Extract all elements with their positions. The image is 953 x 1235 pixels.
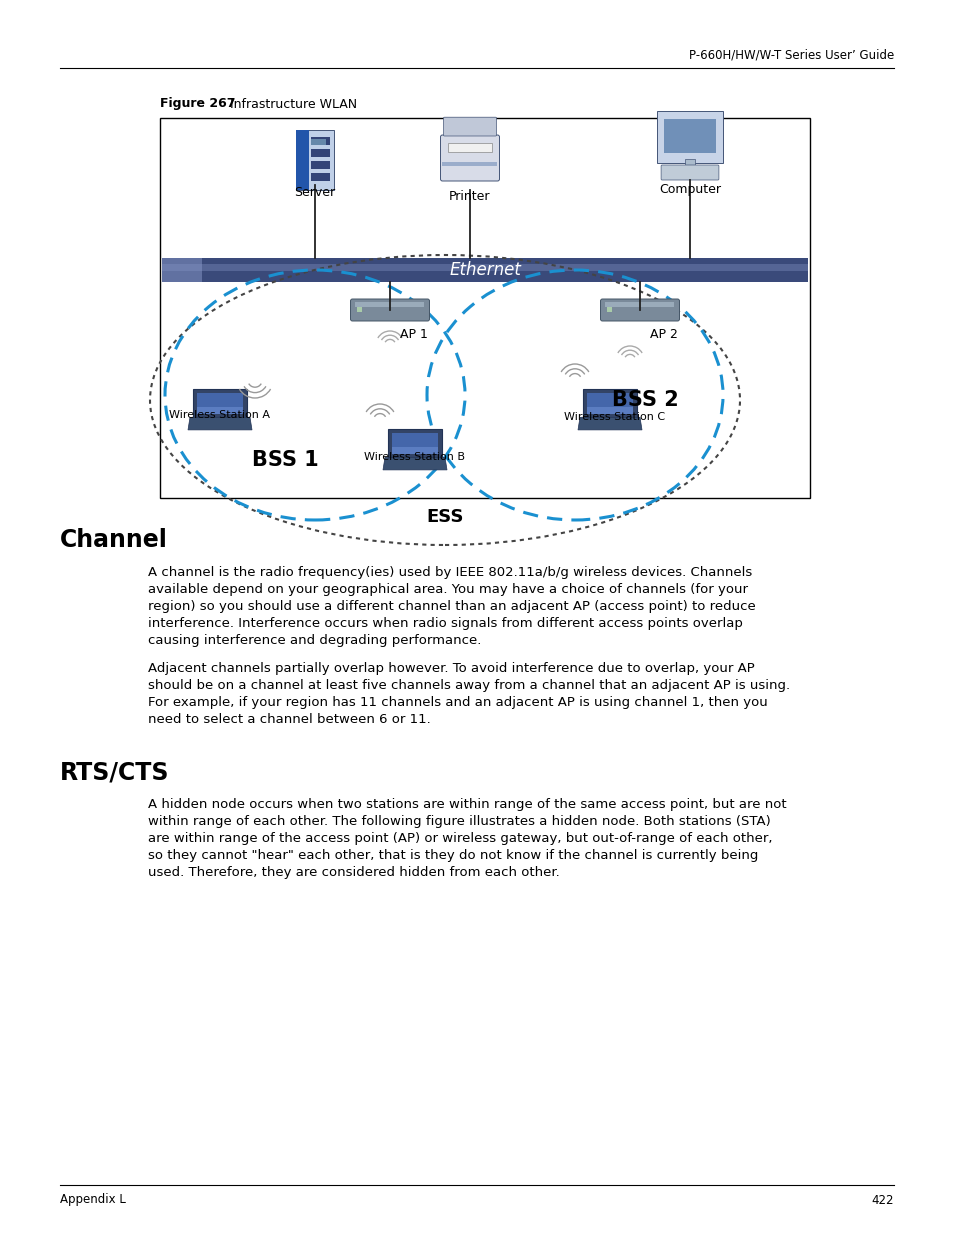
Text: Wireless Station B: Wireless Station B <box>364 452 465 462</box>
FancyBboxPatch shape <box>440 135 499 182</box>
FancyBboxPatch shape <box>311 149 330 157</box>
FancyBboxPatch shape <box>605 303 674 308</box>
Text: A channel is the radio frequency(ies) used by IEEE 802.11a/b/g wireless devices.: A channel is the radio frequency(ies) us… <box>148 566 752 579</box>
FancyBboxPatch shape <box>160 119 809 498</box>
Text: ESS: ESS <box>426 508 463 526</box>
FancyBboxPatch shape <box>657 111 722 163</box>
FancyBboxPatch shape <box>311 137 330 144</box>
Text: available depend on your geographical area. You may have a choice of channels (f: available depend on your geographical ar… <box>148 583 747 597</box>
FancyBboxPatch shape <box>607 308 612 312</box>
Text: are within range of the access point (AP) or wireless gateway, but out-of-range : are within range of the access point (AP… <box>148 832 772 845</box>
Text: should be on a channel at least five channels away from a channel that an adjace: should be on a channel at least five cha… <box>148 679 789 692</box>
Text: A hidden node occurs when two stations are within range of the same access point: A hidden node occurs when two stations a… <box>148 798 786 811</box>
FancyBboxPatch shape <box>311 140 326 144</box>
Text: Appendix L: Appendix L <box>60 1193 126 1207</box>
FancyBboxPatch shape <box>660 165 719 180</box>
FancyBboxPatch shape <box>443 117 496 136</box>
FancyBboxPatch shape <box>684 159 695 167</box>
Text: P-660H/HW/W-T Series User’ Guide: P-660H/HW/W-T Series User’ Guide <box>688 48 893 62</box>
FancyBboxPatch shape <box>392 433 437 454</box>
Text: Channel: Channel <box>60 529 168 552</box>
FancyBboxPatch shape <box>193 389 247 419</box>
Text: need to select a channel between 6 or 11.: need to select a channel between 6 or 11… <box>148 713 431 726</box>
Text: Infrastructure WLAN: Infrastructure WLAN <box>230 98 356 110</box>
Text: 422: 422 <box>871 1193 893 1207</box>
Text: Printer: Printer <box>449 190 490 203</box>
FancyBboxPatch shape <box>350 299 429 321</box>
FancyBboxPatch shape <box>295 130 334 190</box>
Text: RTS/CTS: RTS/CTS <box>60 760 170 784</box>
FancyBboxPatch shape <box>586 393 633 414</box>
FancyBboxPatch shape <box>196 408 243 414</box>
FancyBboxPatch shape <box>162 258 807 282</box>
FancyBboxPatch shape <box>442 162 497 167</box>
Polygon shape <box>188 417 252 430</box>
FancyBboxPatch shape <box>663 119 716 153</box>
Text: so they cannot "hear" each other, that is they do not know if the channel is cur: so they cannot "hear" each other, that i… <box>148 848 758 862</box>
Text: For example, if your region has 11 channels and an adjacent AP is using channel : For example, if your region has 11 chann… <box>148 697 767 709</box>
Text: AP 2: AP 2 <box>649 329 678 341</box>
Text: region) so you should use a different channel than an adjacent AP (access point): region) so you should use a different ch… <box>148 600 755 613</box>
FancyBboxPatch shape <box>448 143 492 152</box>
Text: Computer: Computer <box>659 183 720 196</box>
Text: AP 1: AP 1 <box>399 329 428 341</box>
FancyBboxPatch shape <box>162 264 807 272</box>
Text: Wireless Station A: Wireless Station A <box>170 410 271 420</box>
FancyBboxPatch shape <box>582 389 637 419</box>
FancyBboxPatch shape <box>586 408 633 414</box>
FancyBboxPatch shape <box>295 130 309 190</box>
FancyBboxPatch shape <box>355 303 424 308</box>
Text: Server: Server <box>294 186 335 199</box>
Text: Adjacent channels partially overlap however. To avoid interference due to overla: Adjacent channels partially overlap howe… <box>148 662 754 676</box>
Polygon shape <box>578 417 641 430</box>
Text: BSS 2: BSS 2 <box>611 390 678 410</box>
FancyBboxPatch shape <box>388 429 441 458</box>
FancyBboxPatch shape <box>311 173 330 182</box>
Text: used. Therefore, they are considered hidden from each other.: used. Therefore, they are considered hid… <box>148 866 559 879</box>
Text: Wireless Station C: Wireless Station C <box>564 412 665 422</box>
FancyBboxPatch shape <box>599 299 679 321</box>
FancyBboxPatch shape <box>357 308 362 312</box>
Text: causing interference and degrading performance.: causing interference and degrading perfo… <box>148 634 481 647</box>
FancyBboxPatch shape <box>311 161 330 169</box>
Text: Figure 267: Figure 267 <box>160 98 235 110</box>
Polygon shape <box>382 457 447 469</box>
Text: Ethernet: Ethernet <box>449 261 520 279</box>
Text: within range of each other. The following figure illustrates a hidden node. Both: within range of each other. The followin… <box>148 815 770 827</box>
Text: BSS 1: BSS 1 <box>252 450 318 471</box>
FancyBboxPatch shape <box>392 447 437 454</box>
Text: interference. Interference occurs when radio signals from different access point: interference. Interference occurs when r… <box>148 618 742 630</box>
FancyBboxPatch shape <box>162 258 202 282</box>
FancyBboxPatch shape <box>196 393 243 414</box>
